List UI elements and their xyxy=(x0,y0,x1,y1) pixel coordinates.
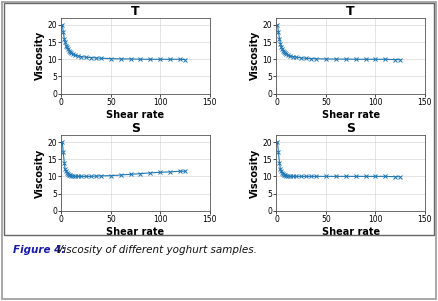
Y-axis label: Viscosity: Viscosity xyxy=(35,31,45,80)
Y-axis label: Viscosity: Viscosity xyxy=(35,148,45,197)
Title: S: S xyxy=(131,122,140,135)
X-axis label: Shear rate: Shear rate xyxy=(321,227,380,237)
X-axis label: Shear rate: Shear rate xyxy=(321,110,380,119)
Text: Figure 4:: Figure 4: xyxy=(13,245,66,255)
X-axis label: Shear rate: Shear rate xyxy=(106,227,165,237)
Title: T: T xyxy=(346,5,355,18)
Text: Viscosity of different yoghurt samples.: Viscosity of different yoghurt samples. xyxy=(53,245,257,255)
Title: S: S xyxy=(346,122,355,135)
Y-axis label: Viscosity: Viscosity xyxy=(250,148,260,197)
X-axis label: Shear rate: Shear rate xyxy=(106,110,165,119)
Y-axis label: Viscosity: Viscosity xyxy=(250,31,260,80)
Title: T: T xyxy=(131,5,140,18)
